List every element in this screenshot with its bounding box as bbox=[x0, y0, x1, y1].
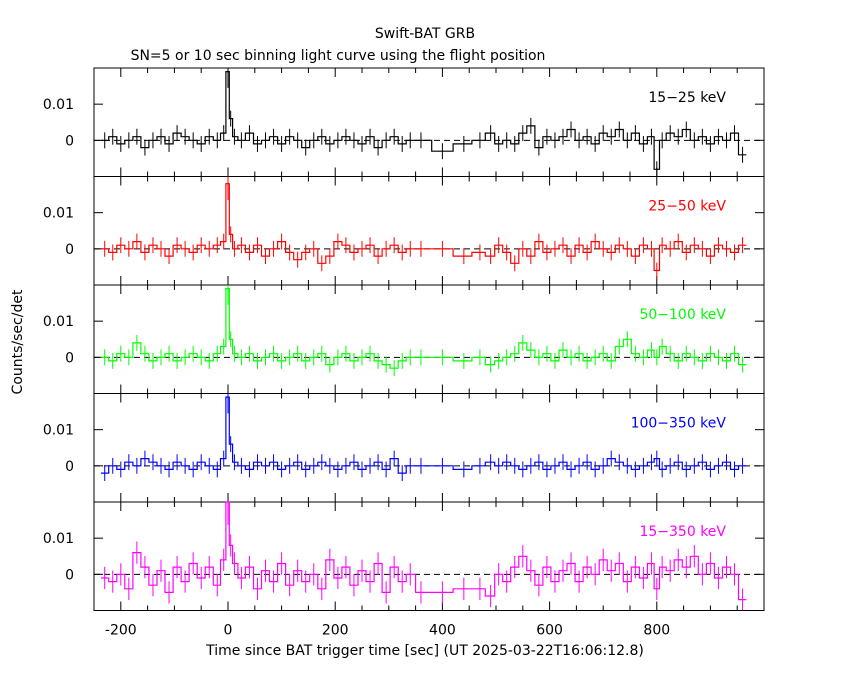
panel-5: 0 0.01 15−350 keV bbox=[43, 501, 765, 611]
x-axis-label: Time since BAT trigger time [sec] (UT 20… bbox=[205, 643, 644, 659]
series-line bbox=[101, 501, 747, 601]
series-line bbox=[101, 288, 747, 369]
figure-subtitle: SN=5 or 10 sec binning light curve using… bbox=[131, 48, 546, 64]
panel-frame bbox=[93, 501, 765, 611]
panel-1: 0 0.01 15−25 keV bbox=[43, 67, 765, 177]
y-tick-label: 0.01 bbox=[43, 531, 74, 547]
figure-title: Swift-BAT GRB bbox=[375, 26, 475, 42]
x-tick-label: 0 bbox=[224, 623, 233, 639]
y-tick-label: 0 bbox=[65, 350, 74, 366]
y-tick-label: 0.01 bbox=[43, 314, 74, 330]
band-label: 15−350 keV bbox=[639, 524, 726, 540]
y-tick-label: 0 bbox=[65, 133, 74, 149]
x-tick-label: 600 bbox=[536, 623, 563, 639]
x-tick-label: 200 bbox=[322, 623, 349, 639]
panel-4: 0 0.01 100−350 keV bbox=[43, 393, 765, 503]
panel-frame bbox=[93, 393, 765, 503]
x-tick-label: 800 bbox=[643, 623, 670, 639]
y-tick-label: 0.01 bbox=[43, 206, 74, 222]
y-axis-label: Counts/sec/det bbox=[10, 289, 26, 394]
band-label: 25−50 keV bbox=[648, 199, 726, 215]
panel-2: 0 0.01 25−50 keV bbox=[43, 176, 765, 286]
panel-3: 0 0.01 50−100 keV bbox=[43, 284, 765, 394]
y-tick-label: 0 bbox=[65, 242, 74, 258]
x-tick-label: 400 bbox=[429, 623, 456, 639]
band-label: 100−350 keV bbox=[631, 416, 727, 432]
panel-frame bbox=[93, 67, 765, 177]
series-line bbox=[101, 183, 747, 272]
y-tick-label: 0.01 bbox=[43, 423, 74, 439]
panel-frame bbox=[93, 176, 765, 286]
series-line bbox=[101, 396, 747, 474]
x-tick-label: -200 bbox=[105, 623, 137, 639]
panel-frame bbox=[93, 284, 765, 394]
y-tick-label: 0.01 bbox=[43, 97, 74, 113]
y-tick-label: 0 bbox=[65, 567, 74, 583]
band-label: 15−25 keV bbox=[648, 90, 726, 106]
band-label: 50−100 keV bbox=[639, 307, 726, 323]
y-tick-label: 0 bbox=[65, 459, 74, 475]
series-line bbox=[101, 71, 747, 170]
